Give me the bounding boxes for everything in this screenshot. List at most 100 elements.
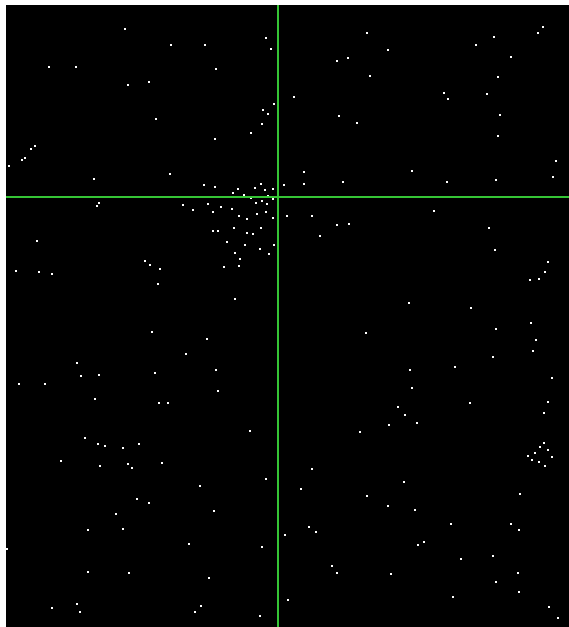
star-point: [495, 179, 497, 181]
star-point: [237, 188, 239, 190]
star-point: [356, 122, 358, 124]
star-point: [212, 211, 214, 213]
star-point: [215, 369, 217, 371]
star-point: [185, 353, 187, 355]
star-point: [552, 176, 554, 178]
star-point: [387, 505, 389, 507]
star-point: [331, 565, 333, 567]
star-point: [272, 188, 274, 190]
star-point: [157, 283, 159, 285]
star-point: [311, 215, 313, 217]
star-point: [535, 339, 537, 341]
star-point: [443, 92, 445, 94]
star-point: [250, 132, 252, 134]
star-point: [252, 233, 254, 235]
star-point: [265, 478, 267, 480]
star-point: [497, 76, 499, 78]
star-point: [493, 36, 495, 38]
star-point: [543, 412, 545, 414]
star-point: [115, 513, 117, 515]
star-point: [122, 528, 124, 530]
star-point: [223, 266, 225, 268]
star-point: [80, 375, 82, 377]
star-point: [423, 541, 425, 543]
star-point: [404, 414, 406, 416]
star-point: [226, 241, 228, 243]
star-point: [409, 369, 411, 371]
star-point: [319, 235, 321, 237]
star-point: [234, 252, 236, 254]
star-field-canvas[interactable]: [6, 5, 569, 627]
star-point: [518, 529, 520, 531]
star-point: [403, 481, 405, 483]
star-point: [208, 577, 210, 579]
star-point: [204, 44, 206, 46]
star-point: [548, 606, 550, 608]
star-point: [390, 573, 392, 575]
star-point: [232, 192, 234, 194]
star-point: [433, 210, 435, 212]
star-point: [244, 244, 246, 246]
star-point: [267, 113, 269, 115]
star-point: [38, 271, 40, 273]
star-point: [96, 205, 98, 207]
star-point: [510, 56, 512, 58]
star-point: [452, 596, 454, 598]
star-point: [315, 531, 317, 533]
star-point: [510, 523, 512, 525]
star-point: [494, 249, 496, 251]
star-point: [303, 183, 305, 185]
star-point: [18, 383, 20, 385]
star-point: [79, 611, 81, 613]
star-point: [300, 488, 302, 490]
star-point: [94, 398, 96, 400]
star-point: [265, 211, 267, 213]
star-point: [21, 159, 23, 161]
star-field-viewport[interactable]: [6, 5, 569, 627]
star-point: [44, 383, 46, 385]
star-point: [531, 459, 533, 461]
star-point: [15, 270, 17, 272]
star-point: [217, 390, 219, 392]
star-point: [265, 37, 267, 39]
star-point: [199, 485, 201, 487]
star-point: [495, 328, 497, 330]
star-point: [416, 422, 418, 424]
star-point: [249, 430, 251, 432]
star-point: [51, 273, 53, 275]
star-point: [259, 248, 261, 250]
star-point: [338, 115, 340, 117]
star-point: [238, 265, 240, 267]
star-point: [268, 253, 270, 255]
star-point: [99, 465, 101, 467]
star-point: [75, 66, 77, 68]
star-point: [460, 558, 462, 560]
star-point: [203, 184, 205, 186]
star-point: [213, 510, 215, 512]
star-point: [76, 362, 78, 364]
star-point: [270, 48, 272, 50]
star-point: [538, 278, 540, 280]
star-point: [259, 615, 261, 617]
star-point: [446, 181, 448, 183]
star-point: [98, 202, 100, 204]
star-point: [149, 264, 151, 266]
star-point: [519, 493, 521, 495]
star-point: [34, 145, 36, 147]
star-point: [48, 66, 50, 68]
star-point: [347, 57, 349, 59]
star-point: [447, 98, 449, 100]
star-point: [144, 260, 146, 262]
star-point: [215, 68, 217, 70]
star-point: [551, 377, 553, 379]
star-point: [517, 572, 519, 574]
star-point: [138, 443, 140, 445]
star-point: [365, 332, 367, 334]
star-point: [369, 75, 371, 77]
star-point: [527, 455, 529, 457]
star-point: [194, 611, 196, 613]
star-point: [411, 170, 413, 172]
star-point: [359, 431, 361, 433]
star-point: [488, 227, 490, 229]
star-point: [272, 198, 274, 200]
